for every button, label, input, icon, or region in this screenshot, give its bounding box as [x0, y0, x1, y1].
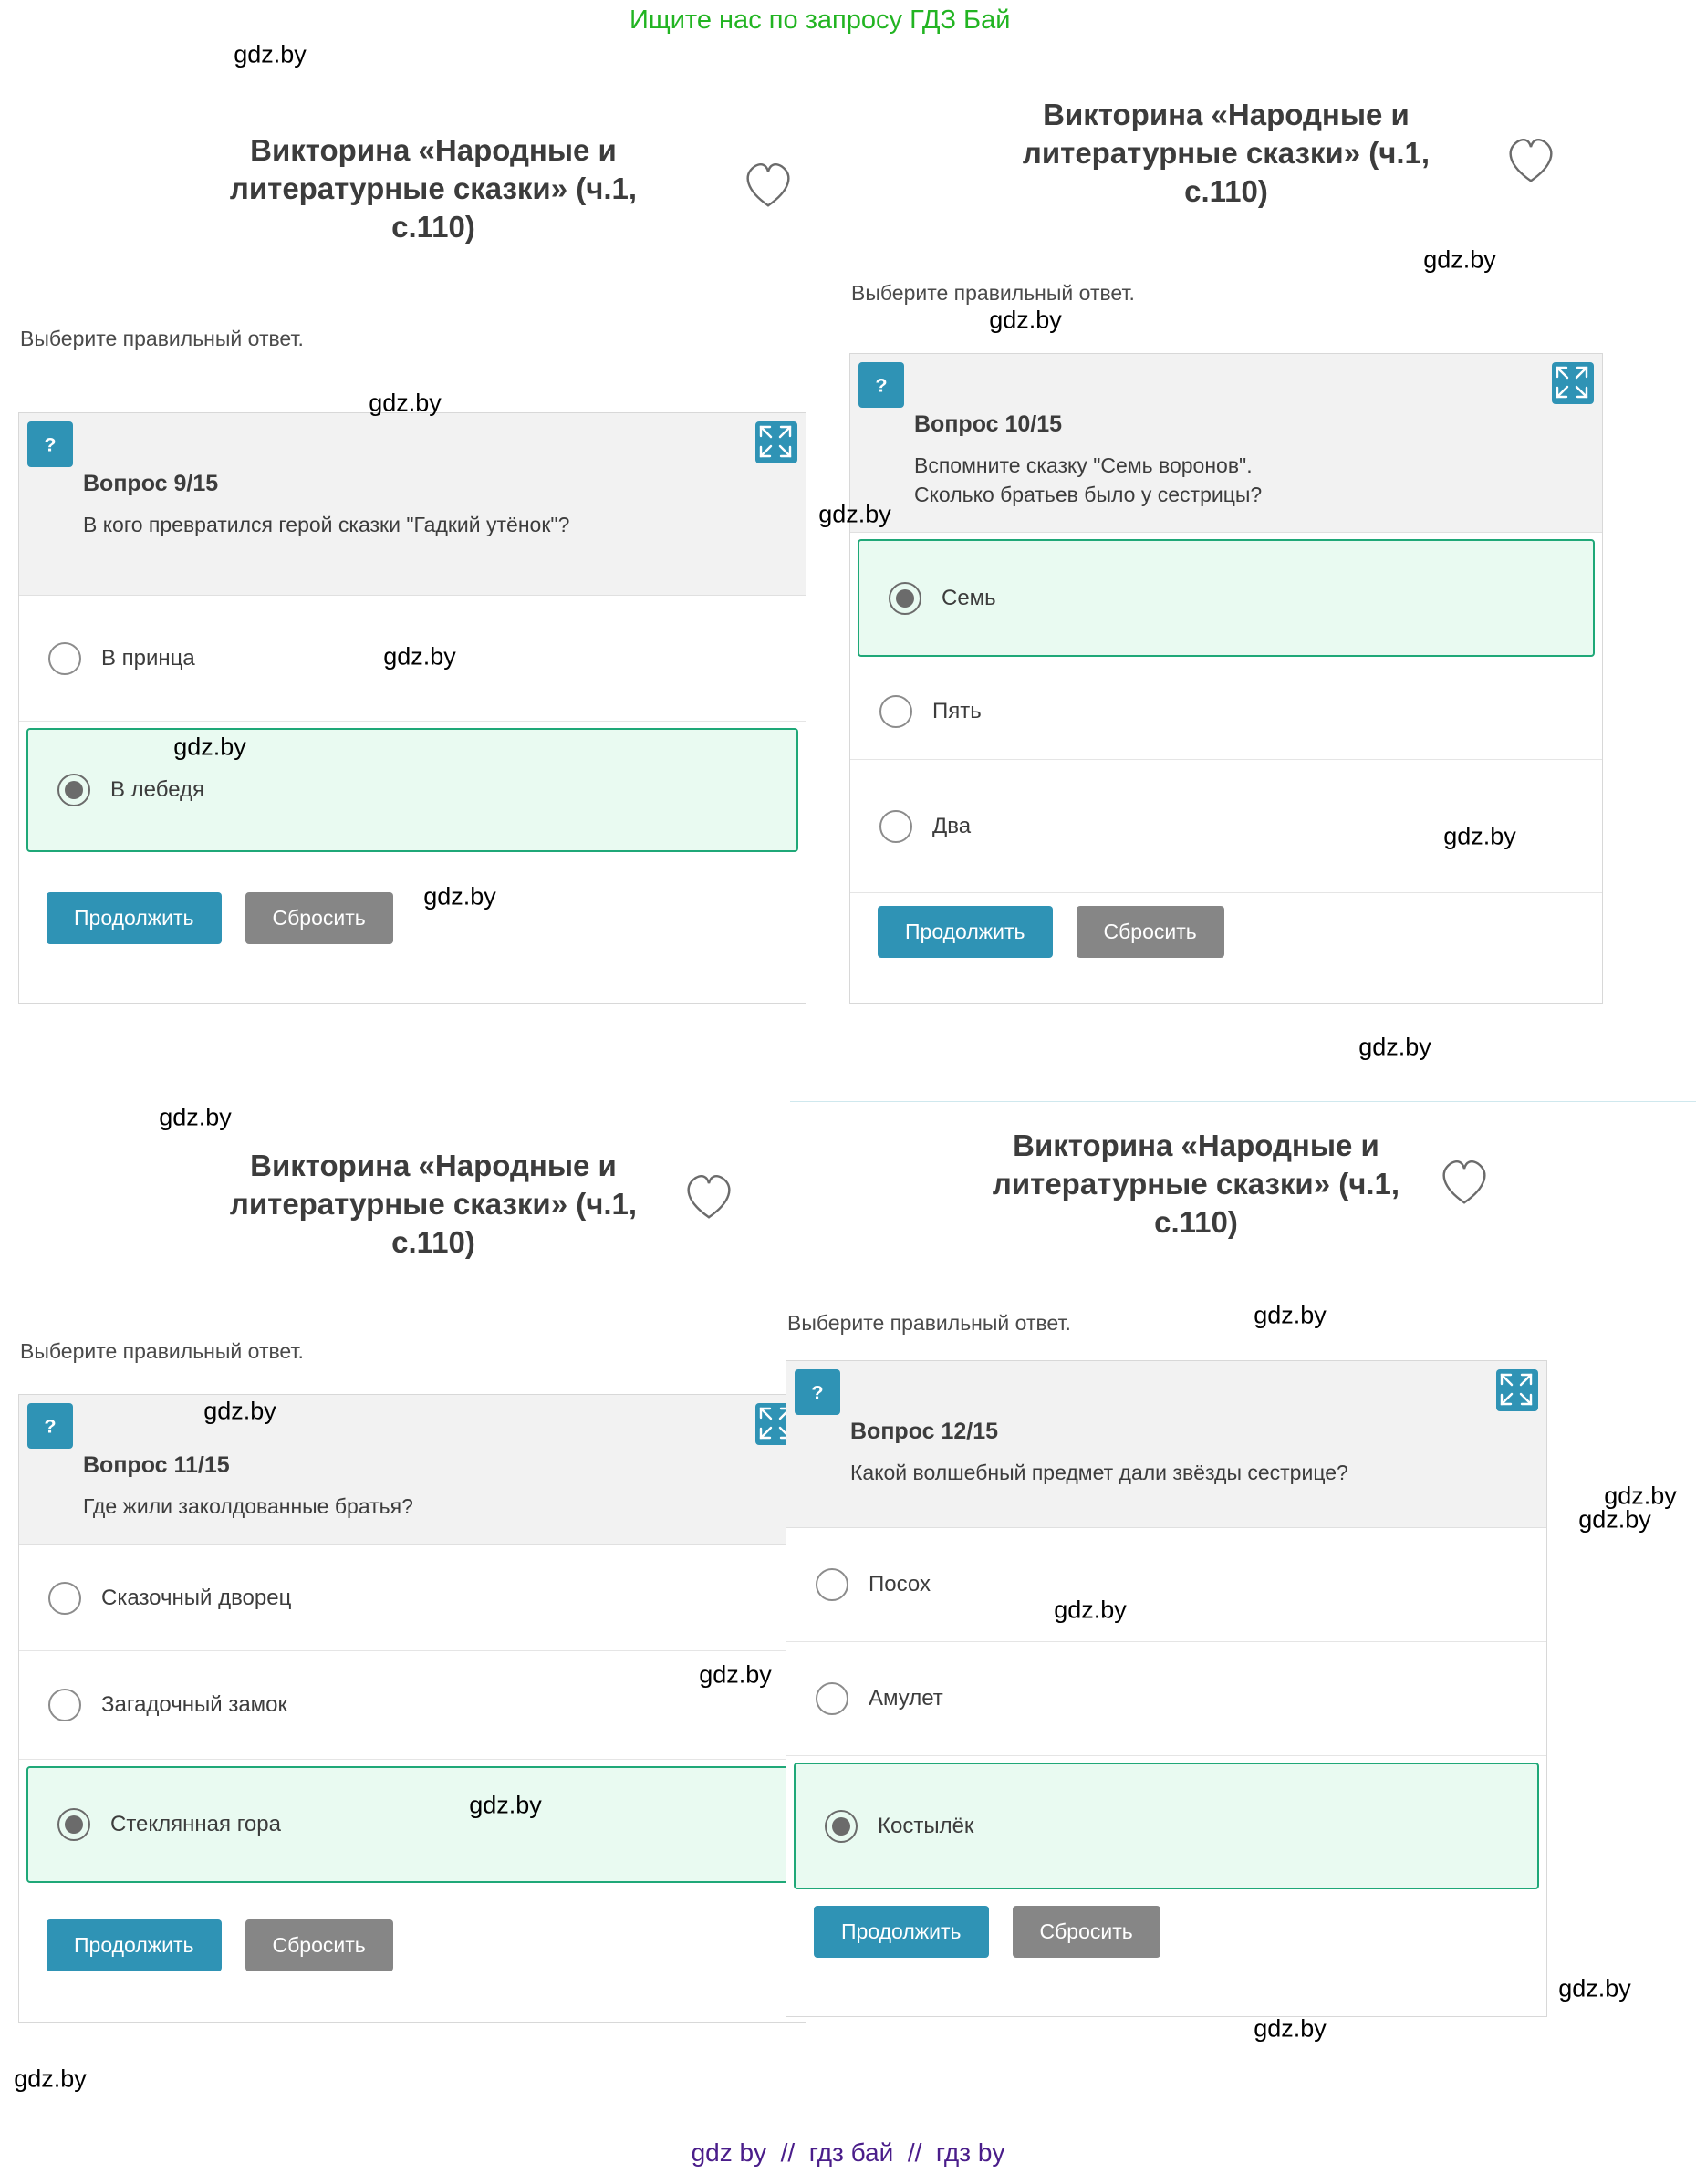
svg-text:?: ?	[44, 433, 56, 456]
svg-text:?: ?	[875, 374, 887, 397]
svg-text:?: ?	[811, 1381, 823, 1404]
svg-text:?: ?	[44, 1415, 56, 1438]
